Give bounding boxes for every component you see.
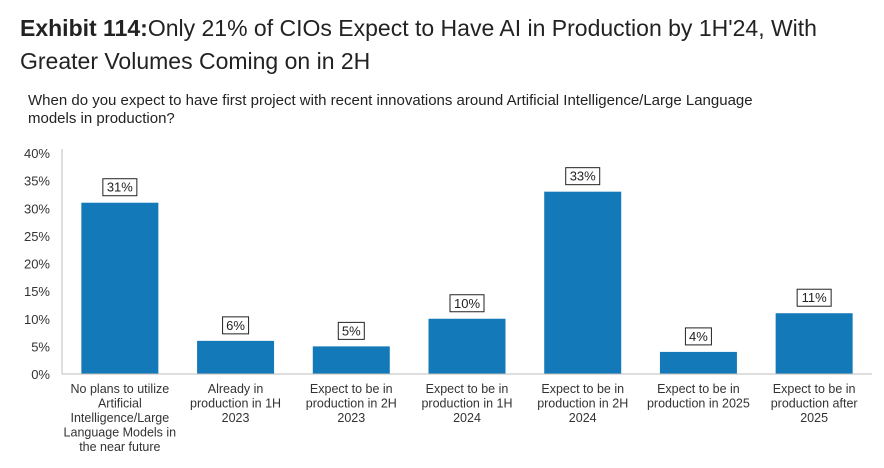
- y-tick-label: 0%: [31, 367, 50, 382]
- bar: [775, 313, 853, 374]
- exhibit-label: Exhibit 114:: [20, 15, 148, 41]
- data-label-box: [684, 327, 712, 346]
- x-tick-line: production in 1H: [190, 397, 281, 411]
- x-tick-label: Expect to be in production in 2025: [647, 382, 750, 411]
- data-label: 10%: [454, 296, 480, 311]
- y-tick-label: 15%: [24, 284, 50, 299]
- x-tick-line: Intelligence/Large: [71, 411, 170, 425]
- x-tick-line: production in 1H: [421, 397, 512, 411]
- x-tick-line: Expect to be in: [310, 382, 393, 396]
- bar: [428, 318, 506, 374]
- x-tick-line: production in 2025: [647, 397, 750, 411]
- y-tick-label: 5%: [31, 339, 50, 354]
- x-tick-line: Expect to be in: [773, 382, 856, 396]
- data-label-box: [337, 321, 365, 340]
- x-tick-line: 2024: [453, 411, 481, 425]
- x-tick-line: Expect to be in: [541, 382, 624, 396]
- x-tick-line: Artificial: [98, 397, 142, 411]
- chart-title: Exhibit 114:Only 21% of CIOs Expect to H…: [20, 12, 870, 78]
- data-label-box: [449, 294, 485, 313]
- chart-subtitle: When do you expect to have first project…: [28, 92, 753, 127]
- x-tick-label: Expect to be in production after 2025: [771, 382, 858, 425]
- x-tick-line: 2025: [800, 411, 828, 425]
- y-tick-label: 40%: [24, 146, 50, 161]
- bar: [544, 191, 622, 374]
- data-label: 5%: [342, 323, 361, 338]
- data-label: 4%: [689, 329, 708, 344]
- x-tick-label: Expect to be in production in 1H 2024: [421, 382, 512, 425]
- x-tick-line: 2023: [337, 411, 365, 425]
- y-tick-label: 20%: [24, 257, 50, 272]
- bar: [81, 202, 159, 374]
- bar: [197, 340, 275, 374]
- y-tick-label: 35%: [24, 174, 50, 189]
- data-label: 33%: [570, 169, 596, 184]
- x-tick-line: Language Models in: [64, 426, 177, 440]
- data-label: 6%: [226, 318, 245, 333]
- data-label-box: [222, 316, 250, 335]
- data-label: 31%: [107, 180, 133, 195]
- x-tick-line: production in 2H: [537, 397, 628, 411]
- x-tick-line: 2023: [222, 411, 250, 425]
- x-tick-label: Expect to be in production in 2H 2023: [306, 382, 397, 425]
- x-tick-label: Already in production in 1H 2023: [190, 382, 281, 425]
- y-tick-label: 25%: [24, 229, 50, 244]
- exhibit-title-text: Only 21% of CIOs Expect to Have AI in Pr…: [20, 15, 817, 74]
- x-tick-line: Already in: [208, 382, 264, 396]
- data-label-box: [796, 288, 832, 307]
- y-tick-label: 10%: [24, 312, 50, 327]
- bar: [312, 346, 390, 374]
- x-tick-line: Expect to be in: [657, 382, 740, 396]
- x-tick-line: production after: [771, 397, 858, 411]
- x-tick-line: 2024: [569, 411, 597, 425]
- y-tick-label: 30%: [24, 201, 50, 216]
- x-tick-line: Expect to be in: [426, 382, 509, 396]
- data-label-box: [102, 178, 138, 197]
- x-tick-line: production in 2H: [306, 397, 397, 411]
- data-label: 11%: [802, 290, 827, 305]
- data-label-box: [565, 167, 601, 186]
- x-tick-label: Expect to be in production in 2H 2024: [537, 382, 628, 425]
- x-tick-label: No plans to utilize Artificial Intelligenc…: [64, 382, 177, 454]
- x-tick-line: No plans to utilize: [71, 382, 170, 396]
- bar: [659, 351, 737, 374]
- x-tick-line: the near future: [79, 440, 160, 454]
